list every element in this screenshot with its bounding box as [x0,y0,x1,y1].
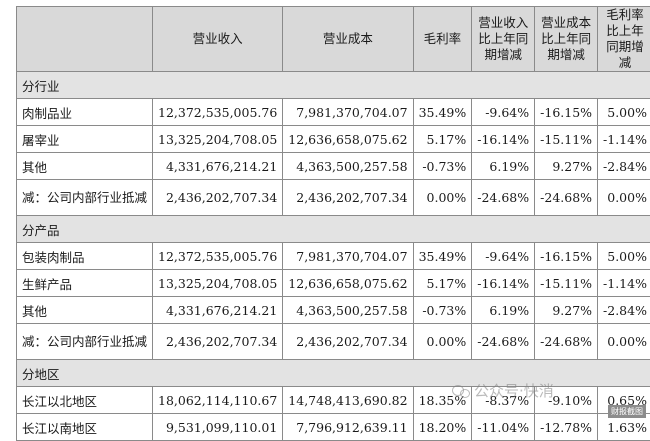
cell-revenue: 18,062,114,110.67 [153,387,283,414]
cell-cost-yoy: -15.11% [535,126,598,153]
section-title: 分地区 [17,360,650,387]
row-label: 长江以南地区 [17,414,153,441]
cell-revenue: 9,531,099,110.01 [153,414,283,441]
row-label: 屠宰业 [17,126,153,153]
cell-cost-yoy: -24.68% [535,180,598,216]
cell-margin-yoy: -1.14% [598,270,650,297]
source-tag: 财报截图 [608,405,646,418]
cell-cost-yoy: -15.11% [535,270,598,297]
cell-cost-yoy: -12.78% [535,414,598,441]
table-row: 减：公司内部行业抵减 2,436,202,707.34 2,436,202,70… [17,180,650,216]
table-row: 肉制品业 12,372,535,005.76 7,981,370,704.07 … [17,99,650,126]
watermark: 公众号·快消 [452,380,554,401]
cell-cost: 12,636,658,075.62 [283,126,413,153]
cell-revenue-yoy: -9.64% [472,99,535,126]
section-title: 分行业 [17,72,650,99]
row-label: 肉制品业 [17,99,153,126]
row-label: 减：公司内部行业抵减 [17,324,153,360]
section-row-region: 分地区 [17,360,650,387]
table-row: 其他 4,331,676,214.21 4,363,500,257.58 -0.… [17,153,650,180]
cell-margin-yoy: 5.00% [598,99,650,126]
row-label: 其他 [17,153,153,180]
cell-margin: 18.20% [413,414,472,441]
cell-revenue: 2,436,202,707.34 [153,180,283,216]
section-row-industry: 分行业 [17,72,650,99]
cell-revenue-yoy: -24.68% [472,180,535,216]
table-header-row: 营业收入 营业成本 毛利率 营业收入比上年同期增减 营业成本比上年同期增减 毛利… [17,7,650,72]
cell-cost-yoy: 9.27% [535,153,598,180]
cell-cost: 14,748,413,690.82 [283,387,413,414]
cell-cost: 4,363,500,257.58 [283,297,413,324]
cell-revenue: 4,331,676,214.21 [153,297,283,324]
header-cell-blank [17,7,153,72]
header-cost: 营业成本 [283,7,413,72]
row-label: 减：公司内部行业抵减 [17,180,153,216]
cell-margin: -0.73% [413,153,472,180]
cell-margin: -0.73% [413,297,472,324]
cell-cost: 7,981,370,704.07 [283,99,413,126]
cell-revenue: 12,372,535,005.76 [153,243,283,270]
cell-margin: 35.49% [413,99,472,126]
row-label: 其他 [17,297,153,324]
table-row: 包装肉制品 12,372,535,005.76 7,981,370,704.07… [17,243,650,270]
cell-cost: 12,636,658,075.62 [283,270,413,297]
cell-margin-yoy: 0.00% [598,180,650,216]
cell-cost-yoy: -16.15% [535,243,598,270]
cell-cost: 4,363,500,257.58 [283,153,413,180]
cell-cost: 2,436,202,707.34 [283,324,413,360]
table-row: 长江以北地区 18,062,114,110.67 14,748,413,690.… [17,387,650,414]
cell-cost: 2,436,202,707.34 [283,180,413,216]
cell-revenue: 4,331,676,214.21 [153,153,283,180]
cell-revenue-yoy: 6.19% [472,297,535,324]
cell-revenue-yoy: -16.14% [472,126,535,153]
table-row: 其他 4,331,676,214.21 4,363,500,257.58 -0.… [17,297,650,324]
cell-margin-yoy: -2.84% [598,153,650,180]
header-gross-margin: 毛利率 [413,7,472,72]
header-cost-yoy: 营业成本比上年同期增减 [535,7,598,72]
cell-revenue-yoy: -24.68% [472,324,535,360]
cell-margin: 5.17% [413,126,472,153]
watermark-text: 公众号·快消 [474,380,554,401]
cell-revenue-yoy: 6.19% [472,153,535,180]
row-label: 长江以北地区 [17,387,153,414]
cell-cost-yoy: -16.15% [535,99,598,126]
cell-margin-yoy: 0.00% [598,324,650,360]
cell-margin: 35.49% [413,243,472,270]
cell-cost: 7,981,370,704.07 [283,243,413,270]
cell-revenue: 13,325,204,708.05 [153,126,283,153]
cell-cost-yoy: -24.68% [535,324,598,360]
header-revenue-yoy: 营业收入比上年同期增减 [472,7,535,72]
cell-cost-yoy: 9.27% [535,297,598,324]
section-title: 分产品 [17,216,650,243]
cell-margin: 5.17% [413,270,472,297]
cell-cost: 7,796,912,639.11 [283,414,413,441]
cell-margin: 0.00% [413,324,472,360]
row-label: 包装肉制品 [17,243,153,270]
cell-revenue-yoy: -16.14% [472,270,535,297]
section-row-product: 分产品 [17,216,650,243]
cell-revenue: 13,325,204,708.05 [153,270,283,297]
cell-margin-yoy: 5.00% [598,243,650,270]
header-revenue: 营业收入 [153,7,283,72]
wechat-icon [452,384,470,398]
cell-revenue-yoy: -9.64% [472,243,535,270]
table-row: 长江以南地区 9,531,099,110.01 7,796,912,639.11… [17,414,650,441]
table-row: 屠宰业 13,325,204,708.05 12,636,658,075.62 … [17,126,650,153]
cell-revenue-yoy: -11.04% [472,414,535,441]
table-row: 生鲜产品 13,325,204,708.05 12,636,658,075.62… [17,270,650,297]
cell-revenue: 12,372,535,005.76 [153,99,283,126]
row-label: 生鲜产品 [17,270,153,297]
cell-margin-yoy: -2.84% [598,297,650,324]
header-margin-yoy: 毛利率比上年同期增减 [598,7,650,72]
table-row: 减：公司内部行业抵减 2,436,202,707.34 2,436,202,70… [17,324,650,360]
cell-revenue: 2,436,202,707.34 [153,324,283,360]
financial-table: 营业收入 营业成本 毛利率 营业收入比上年同期增减 营业成本比上年同期增减 毛利… [16,6,650,441]
cell-margin-yoy: -1.14% [598,126,650,153]
cell-margin: 0.00% [413,180,472,216]
